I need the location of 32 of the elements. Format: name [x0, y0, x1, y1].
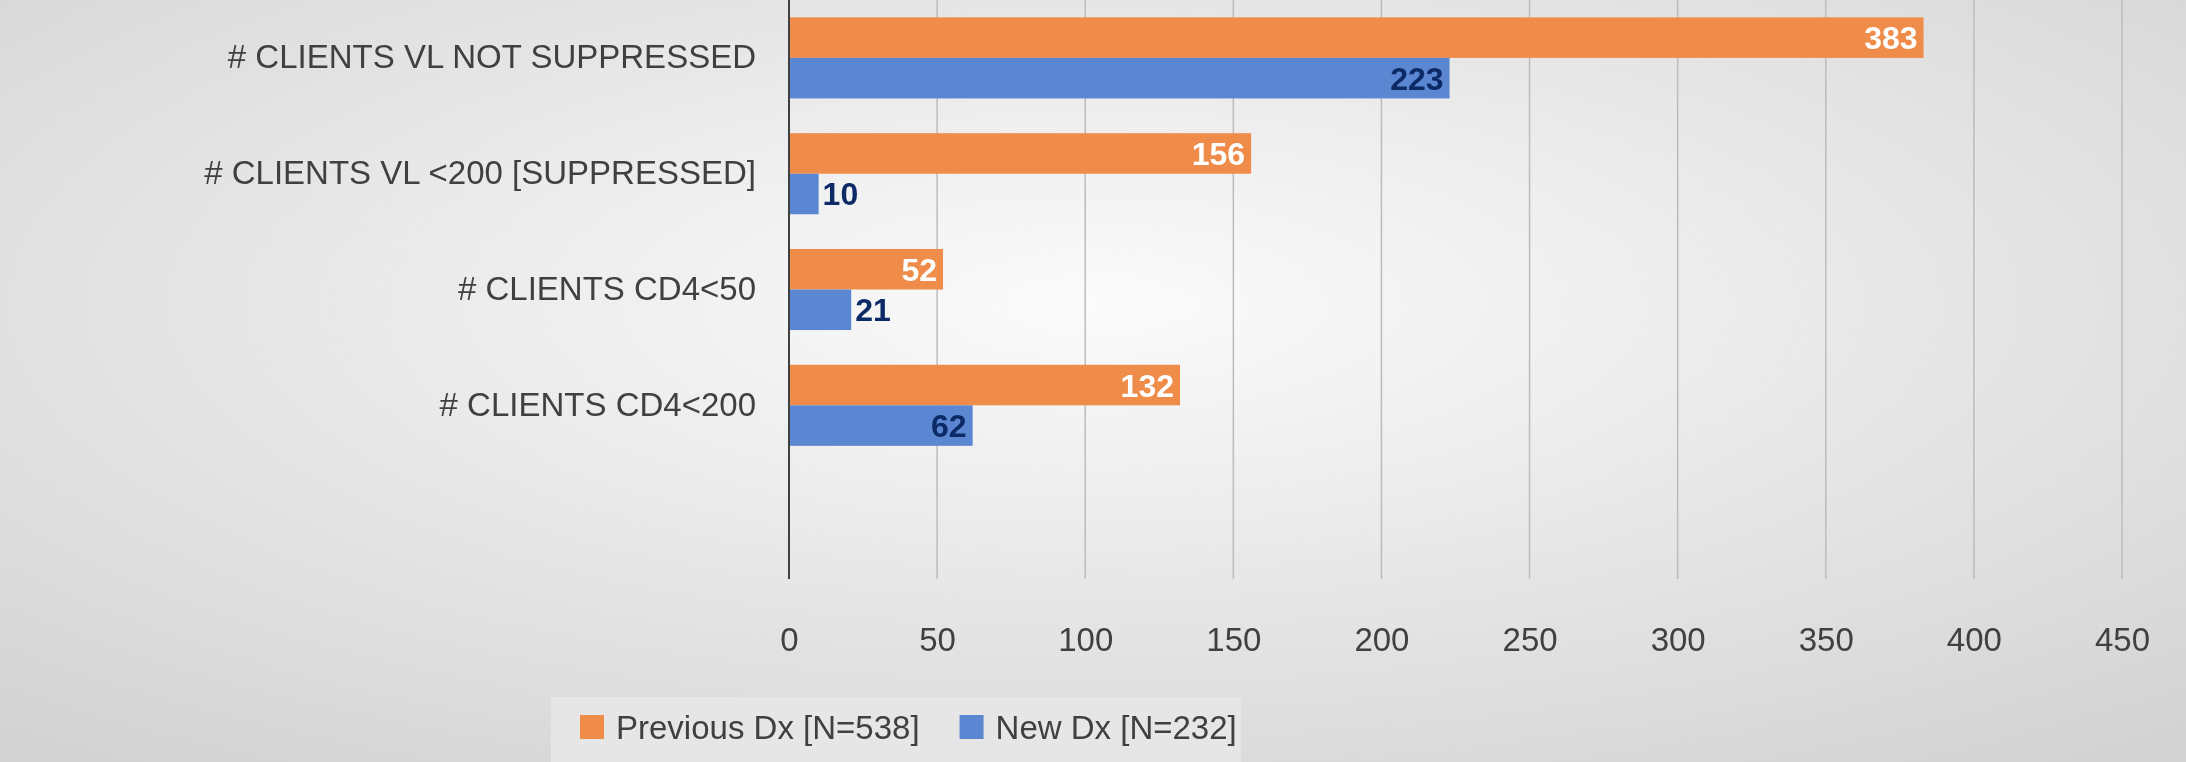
x-tick-label: 250: [1502, 621, 1558, 659]
data-label: 132: [1120, 367, 1175, 404]
bar: [789, 17, 1924, 58]
data-label: 223: [1390, 60, 1444, 97]
bar: [789, 289, 852, 331]
x-tick-label: 50: [919, 621, 956, 659]
x-tick-label: 450: [2094, 621, 2151, 659]
data-label: 21: [855, 292, 891, 329]
x-tick-label: 400: [1946, 621, 2002, 659]
data-label: 383: [1864, 20, 1918, 57]
data-label: 62: [931, 408, 967, 445]
x-tick-label: 150: [1206, 621, 1262, 659]
bar: [789, 133, 1252, 174]
x-tick-label: 0: [780, 621, 799, 659]
y-tick-label: # CLIENTS VL <200 [SUPPRESSED]: [204, 154, 756, 192]
data-label: 52: [901, 251, 938, 288]
y-tick-label: # CLIENTS CD4<200: [439, 385, 756, 423]
y-tick-label: # CLIENTS VL NOT SUPPRESSED: [227, 38, 756, 76]
x-tick-label: 200: [1354, 621, 1410, 659]
x-tick-label: 100: [1058, 621, 1114, 659]
legend-label: Previous Dx [N=538]: [616, 709, 920, 746]
x-tick-label: 300: [1650, 621, 1706, 659]
bar: [789, 364, 1181, 406]
bar: [789, 173, 819, 215]
data-label: 10: [822, 176, 859, 213]
x-tick-label: 350: [1798, 621, 1854, 659]
bar: [789, 57, 1450, 99]
y-tick-label: # CLIENTS CD4<50: [457, 270, 756, 308]
legend-label: New Dx [N=232]: [995, 709, 1237, 746]
bar: [789, 405, 973, 446]
bar: [789, 248, 944, 290]
data-label: 156: [1191, 135, 1246, 172]
